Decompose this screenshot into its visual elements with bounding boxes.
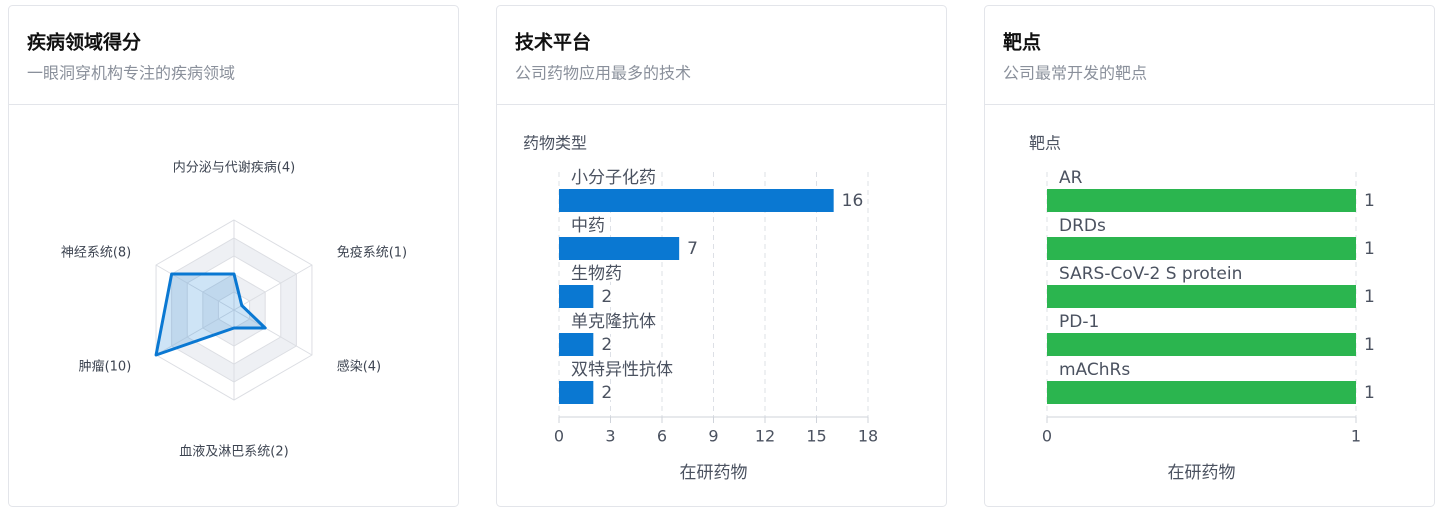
bar [559, 285, 594, 308]
category-label: 生物药 [571, 264, 622, 284]
x-tick-label: 3 [605, 427, 615, 446]
x-tick-label: 12 [755, 427, 775, 446]
value-label: 16 [842, 191, 864, 211]
category-label: PD-1 [1059, 312, 1099, 332]
x-tick-label: 9 [708, 427, 718, 446]
x-tick-label: 0 [554, 427, 564, 446]
x-tick-label: 1 [1351, 427, 1361, 446]
value-label: 2 [601, 335, 612, 355]
axis-label: 肿瘤(10) [79, 359, 132, 375]
category-label: 中药 [571, 216, 605, 236]
card-subtitle: 一眼洞穿机构专注的疾病领域 [27, 64, 235, 83]
category-label: 单克隆抗体 [571, 312, 656, 332]
x-tick-label: 15 [806, 427, 826, 446]
spoke [155, 309, 235, 356]
category-label: 小分子化药 [571, 168, 656, 188]
card-title: 疾病领域得分 [27, 31, 141, 54]
axis-label: 免疫系统(1) [337, 245, 407, 261]
bar [559, 237, 680, 260]
axis-label: 内分泌与代谢疾病(4) [173, 160, 295, 176]
card-subtitle: 公司最常开发的靶点 [1003, 64, 1147, 83]
category-label: AR [1059, 168, 1083, 188]
category-label: 双特异性抗体 [571, 360, 673, 380]
bar [559, 381, 594, 404]
value-label: 1 [1364, 383, 1375, 403]
spoke [233, 264, 313, 311]
bar [1047, 237, 1356, 260]
spoke [233, 309, 313, 356]
card-title: 靶点 [1003, 31, 1041, 54]
category-label: mAChRs [1059, 360, 1130, 380]
x-tick-label: 6 [657, 427, 667, 446]
bar [1047, 285, 1356, 308]
bar [1047, 381, 1356, 404]
x-tick-label: 0 [1042, 427, 1052, 446]
axis-label: 神经系统(8) [61, 246, 131, 261]
value-label: 1 [1364, 239, 1375, 259]
value-label: 2 [601, 287, 612, 307]
y-axis-title: 靶点 [1029, 134, 1061, 153]
y-axis-title: 药物类型 [523, 134, 587, 153]
value-label: 1 [1364, 335, 1375, 355]
bar [1047, 189, 1356, 212]
bar [559, 189, 834, 212]
category-label: DRDs [1059, 216, 1106, 236]
bar [559, 333, 594, 356]
card-title: 技术平台 [515, 31, 591, 54]
axis-label: 血液及淋巴系统(2) [179, 445, 288, 460]
value-label: 7 [687, 239, 698, 259]
spoke [155, 264, 235, 311]
value-label: 2 [601, 383, 612, 403]
card-subtitle: 公司药物应用最多的技术 [515, 64, 691, 83]
value-label: 1 [1364, 287, 1375, 307]
axis-label: 感染(4) [337, 359, 381, 375]
x-axis-title: 在研药物 [680, 463, 748, 483]
category-label: SARS-CoV-2 S protein [1059, 264, 1242, 284]
x-tick-label: 18 [858, 427, 878, 446]
x-axis-title: 在研药物 [1168, 463, 1236, 483]
value-label: 1 [1364, 191, 1375, 211]
card [496, 5, 947, 507]
radar-area [154, 272, 267, 357]
bar [1047, 333, 1356, 356]
